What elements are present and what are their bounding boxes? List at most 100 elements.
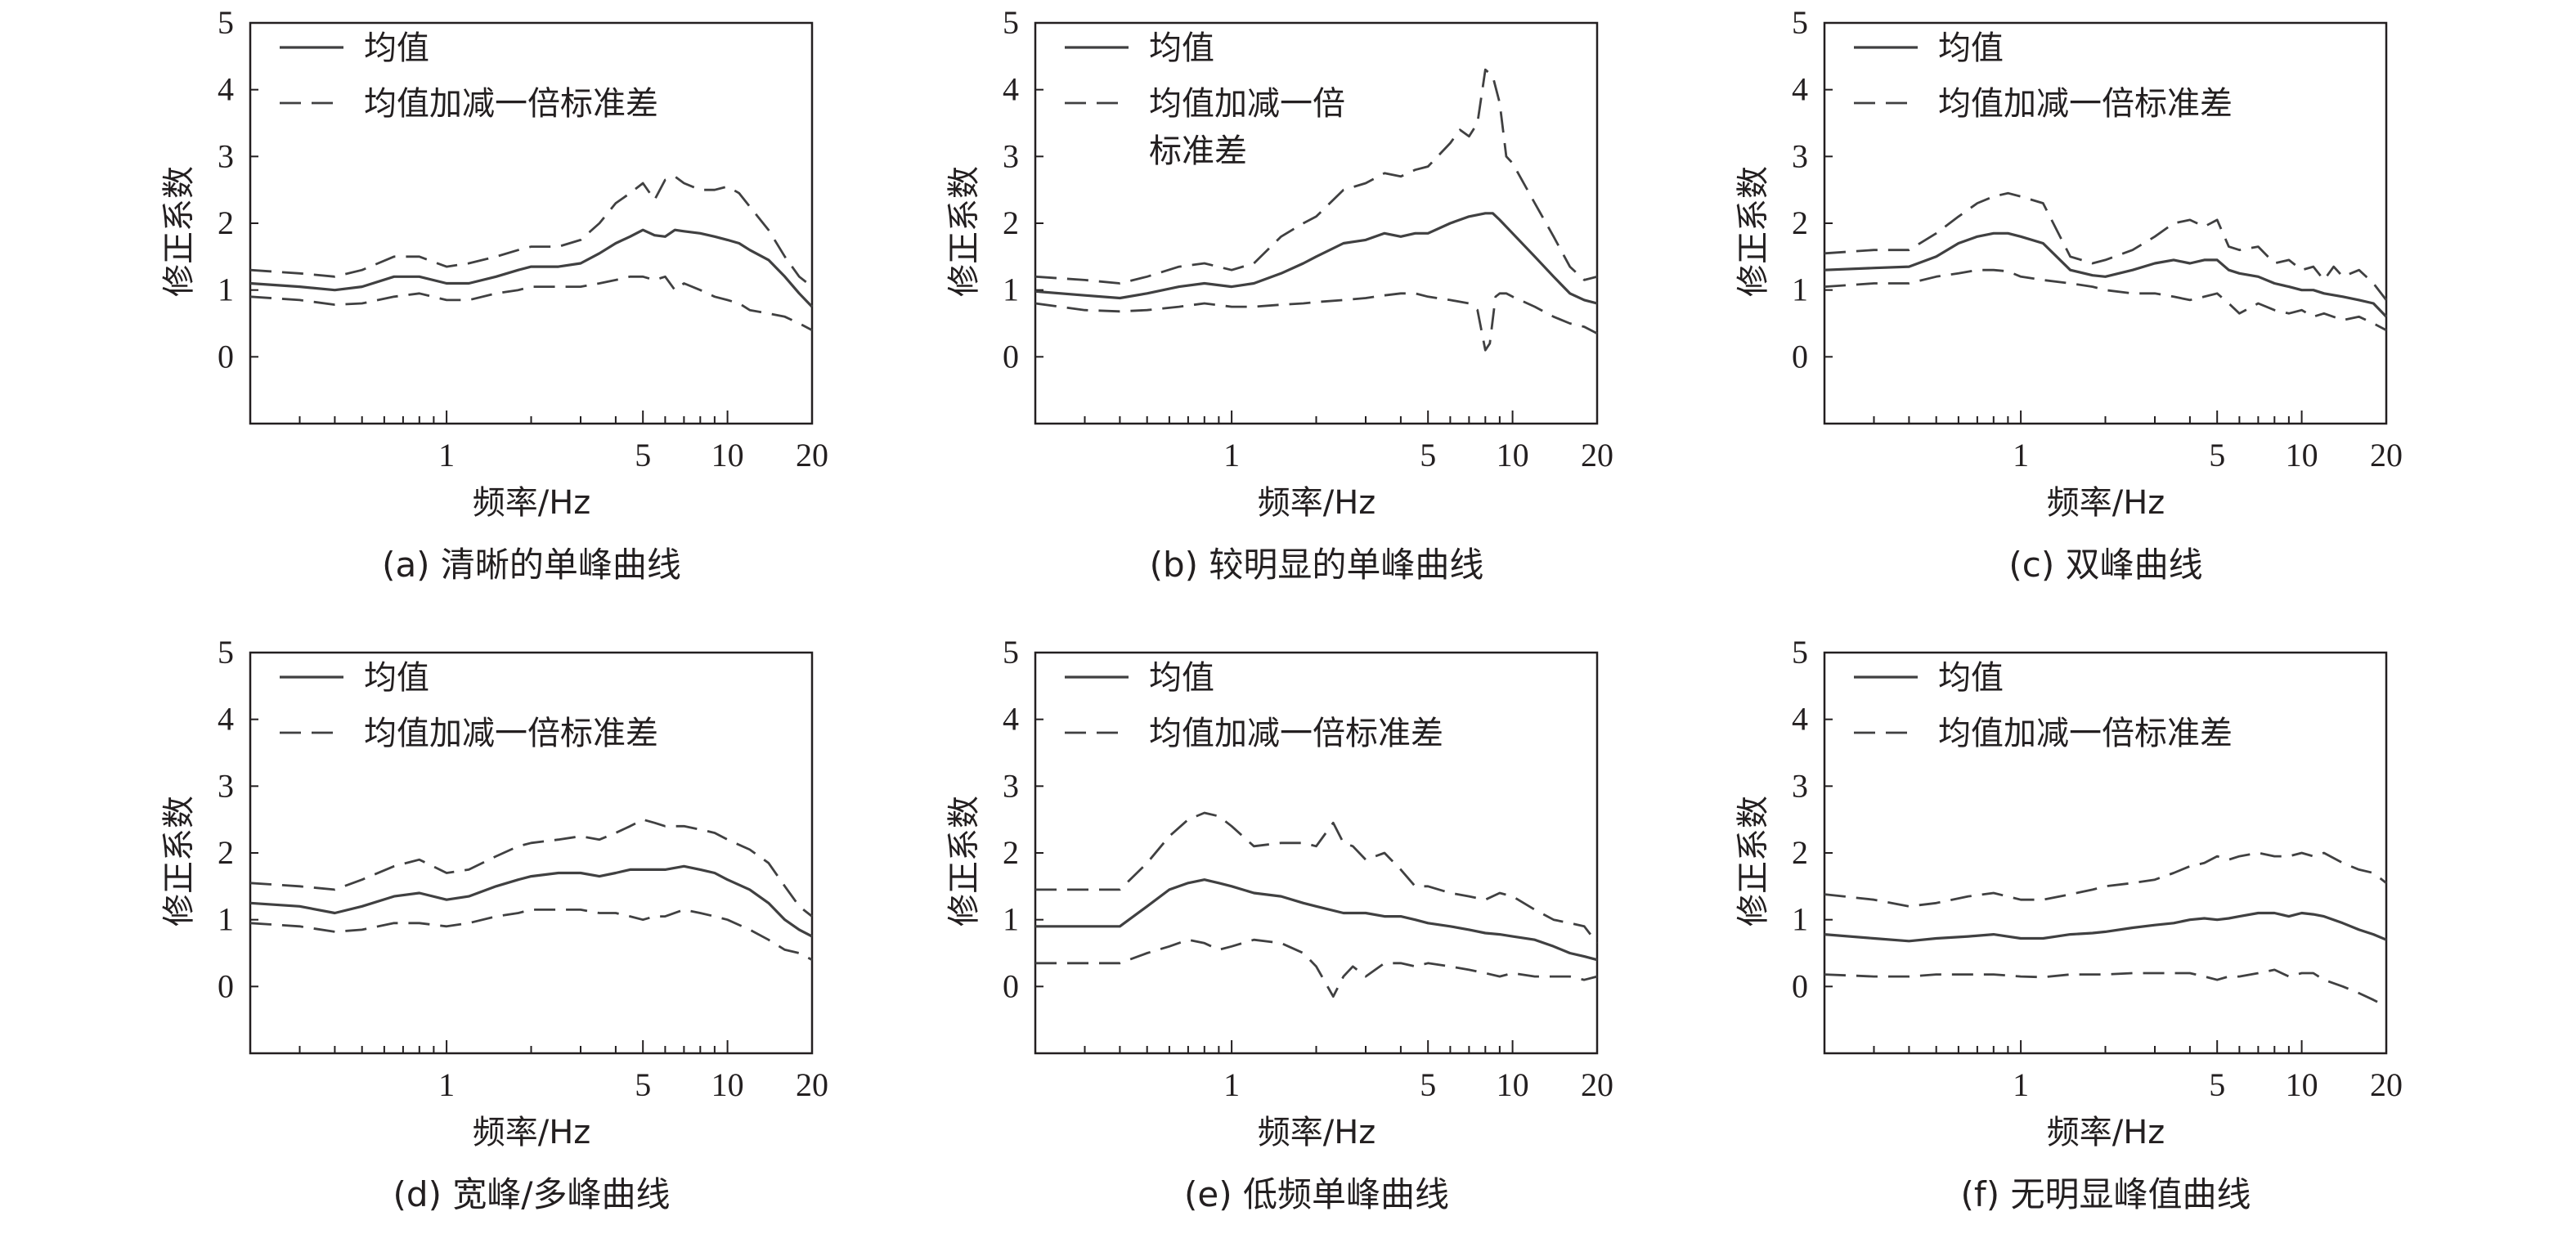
chart-panel-d: 0 1 2 3 4 5 1 5 10 20 修正系数 频率/Hz (d) 宽峰/多峰曲线 均值 均值加减一倍…	[0, 630, 828, 1243]
y-tick-label: 2	[218, 204, 234, 241]
y-tick-label: 1	[1003, 901, 1019, 938]
legend-label: 均值加减一倍标准差	[1149, 715, 1443, 752]
x-axis-title: 频率/Hz	[2047, 1114, 2165, 1151]
x-axis-title: 频率/Hz	[1258, 484, 1376, 522]
y-tick-label: 0	[1003, 338, 1019, 375]
x-tick-label: 1	[438, 437, 455, 473]
legend-label: 均值	[1938, 29, 2004, 67]
y-tick-label: 2	[218, 834, 234, 871]
legend-label: 均值加减一倍	[1149, 85, 1345, 123]
y-tick-label: 1	[1003, 271, 1019, 308]
y-tick-label: 5	[1003, 4, 1019, 41]
x-tick-label: 10	[2286, 437, 2318, 473]
plot-frame	[249, 21, 814, 425]
x-tick-label: 5	[1420, 437, 1436, 473]
legend-label: 均值	[1938, 659, 2004, 697]
x-axis-title: 频率/Hz	[1258, 1114, 1376, 1151]
x-tick-label: 1	[1223, 437, 1240, 473]
series-mean-line	[1035, 878, 1598, 962]
y-tick-label: 2	[1003, 834, 1019, 871]
legend-label: 均值加减一倍标准差	[364, 85, 658, 123]
chart-caption: (d) 宽峰/多峰曲线	[393, 1174, 671, 1214]
y-tick-label: 2	[1792, 834, 1808, 871]
series-mean-line	[1034, 212, 1598, 305]
y-tick-label: 1	[1792, 271, 1808, 308]
legend-label: 均值	[1149, 29, 1214, 67]
x-tick-label: 5	[635, 1066, 651, 1103]
x-axis-title: 频率/Hz	[473, 484, 591, 522]
x-tick-label: 10	[2286, 1066, 2318, 1103]
series-lower-std-line	[1824, 968, 2387, 1008]
y-axis-title: 修正系数	[1735, 796, 1772, 927]
y-tick-label: 0	[1792, 967, 1808, 1004]
y-tick-label: 5	[218, 634, 234, 671]
y-tick-label: 3	[1792, 137, 1808, 174]
chart-caption: (c) 双峰曲线	[2008, 545, 2202, 585]
x-tick-label: 20	[1581, 1066, 1613, 1103]
y-tick-label: 4	[218, 71, 234, 108]
legend-label: 均值加减一倍标准差	[364, 715, 658, 752]
y-tick-label: 4	[1792, 71, 1808, 108]
y-tick-label: 5	[1003, 634, 1019, 671]
x-tick-label: 1	[2013, 437, 2029, 473]
y-tick-label: 5	[1792, 4, 1808, 41]
plot-frame	[1034, 651, 1599, 1055]
x-tick-label: 5	[2209, 1066, 2225, 1103]
series-lower-std-line	[1034, 292, 1598, 352]
series-lower-std-line	[249, 909, 813, 961]
y-axis-title: 修正系数	[160, 166, 198, 297]
y-tick-label: 4	[218, 701, 234, 738]
y-tick-label: 1	[218, 901, 234, 938]
x-axis-title: 频率/Hz	[473, 1114, 591, 1151]
plot-frame	[1823, 21, 2388, 425]
chart-panel-f: 0 1 2 3 4 5 1 5 10 20 修正系数 频率/Hz (f) 无明显峰值曲线 均值 均值加减一倍…	[1574, 630, 2403, 1243]
y-tick-label: 3	[1003, 137, 1019, 174]
series-lower-std-line	[249, 275, 813, 331]
plot-frame	[249, 651, 814, 1055]
y-tick-label: 3	[218, 767, 234, 804]
series-upper-std-line	[1034, 68, 1598, 285]
legend-label-line2: 标准差	[1149, 132, 1247, 170]
series-upper-std-line	[1824, 851, 2387, 908]
series-upper-std-line	[1035, 811, 1599, 945]
y-tick-label: 4	[1003, 71, 1019, 108]
x-tick-label: 10	[1497, 1066, 1529, 1103]
chart-panel-a: 0 1 2 3 4 5 1 5 10 20 修正系数 频率/Hz (a) 清晰的单峰曲线 均值 均值加减一倍…	[0, 0, 828, 613]
y-tick-label: 4	[1792, 701, 1808, 738]
chart-caption: (f) 无明显峰值曲线	[1961, 1174, 2251, 1214]
series-mean-line	[1824, 231, 2388, 318]
x-tick-label: 10	[711, 437, 744, 473]
y-tick-label: 0	[1003, 967, 1019, 1004]
y-tick-label: 5	[1792, 634, 1808, 671]
x-tick-label: 20	[2370, 437, 2403, 473]
plot-frame	[1034, 21, 1599, 425]
x-tick-label: 1	[438, 1066, 455, 1103]
series-lower-std-line	[1824, 268, 2387, 331]
series-upper-std-line	[249, 818, 813, 918]
y-axis-title: 修正系数	[160, 796, 198, 927]
y-tick-label: 1	[218, 271, 234, 308]
series-upper-std-line	[1824, 191, 2388, 301]
y-tick-label: 0	[218, 338, 234, 375]
y-axis-title: 修正系数	[945, 166, 983, 297]
y-tick-label: 0	[1792, 338, 1808, 375]
chart-panel-b: 0 1 2 3 4 5 1 5 10 20 修正系数 频率/Hz (b) 较明显的单峰曲线 均值 均值加减一…	[785, 0, 1613, 613]
x-tick-label: 20	[796, 1066, 828, 1103]
x-tick-label: 5	[635, 437, 651, 473]
series-mean-line	[1824, 911, 2387, 943]
chart-caption: (e) 低频单峰曲线	[1184, 1174, 1449, 1214]
y-tick-label: 3	[218, 137, 234, 174]
legend-label: 均值	[364, 659, 429, 697]
x-tick-label: 20	[796, 437, 828, 473]
x-tick-label: 20	[2370, 1066, 2403, 1103]
y-axis-title: 修正系数	[1735, 166, 1772, 297]
